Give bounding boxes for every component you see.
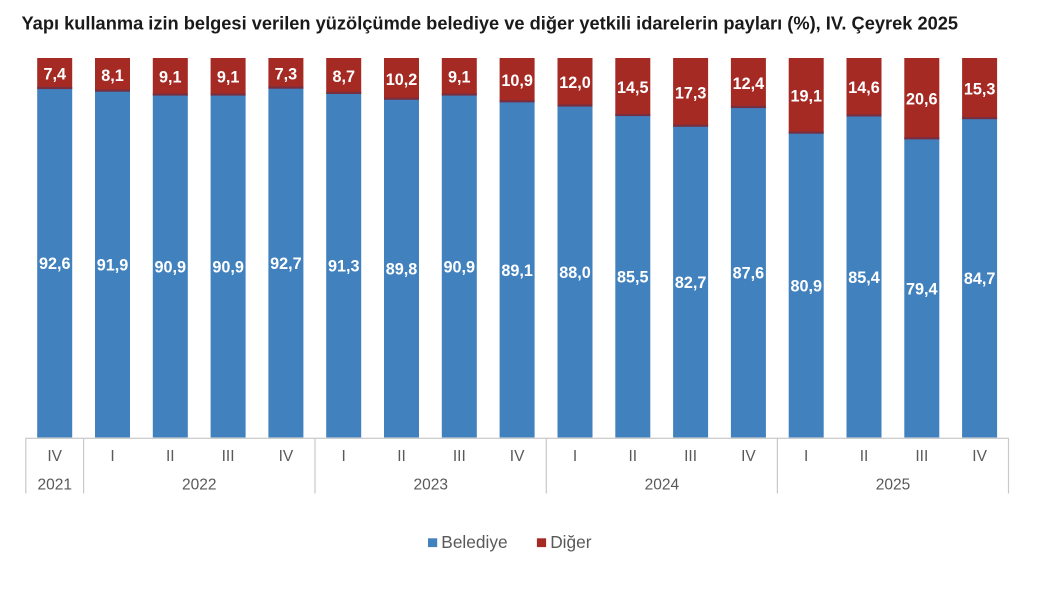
svg-text:III: III <box>453 448 466 465</box>
svg-text:III: III <box>684 448 697 465</box>
svg-text:IV: IV <box>741 448 756 465</box>
svg-text:8,1: 8,1 <box>101 67 124 85</box>
svg-text:III: III <box>222 448 235 465</box>
svg-text:90,9: 90,9 <box>155 258 187 276</box>
svg-text:9,1: 9,1 <box>448 69 471 87</box>
svg-text:2025: 2025 <box>876 477 910 494</box>
svg-text:12,0: 12,0 <box>559 74 591 92</box>
svg-text:88,0: 88,0 <box>559 264 591 282</box>
svg-text:90,9: 90,9 <box>444 258 476 276</box>
svg-text:II: II <box>166 448 175 465</box>
svg-text:91,3: 91,3 <box>328 258 360 276</box>
svg-text:17,3: 17,3 <box>675 84 707 102</box>
svg-text:2022: 2022 <box>182 477 216 494</box>
svg-text:9,1: 9,1 <box>159 69 182 87</box>
svg-text:79,4: 79,4 <box>906 280 938 298</box>
svg-text:IV: IV <box>972 448 987 465</box>
svg-text:2023: 2023 <box>413 477 447 494</box>
svg-text:84,7: 84,7 <box>964 270 996 288</box>
svg-text:87,6: 87,6 <box>733 265 765 283</box>
svg-text:I: I <box>342 448 346 465</box>
svg-text:10,9: 10,9 <box>501 72 533 90</box>
svg-text:85,4: 85,4 <box>848 269 880 287</box>
svg-text:7,3: 7,3 <box>275 65 298 83</box>
svg-text:Belediye: Belediye <box>441 532 507 552</box>
svg-text:92,6: 92,6 <box>39 255 71 273</box>
svg-text:15,3: 15,3 <box>964 81 996 99</box>
svg-text:92,7: 92,7 <box>270 255 302 273</box>
svg-text:89,1: 89,1 <box>501 262 533 280</box>
svg-text:82,7: 82,7 <box>675 274 707 292</box>
svg-text:Yapı kullanma izin belgesi ver: Yapı kullanma izin belgesi verilen yüzöl… <box>22 13 959 34</box>
svg-text:14,6: 14,6 <box>848 79 880 97</box>
svg-text:20,6: 20,6 <box>906 91 938 109</box>
svg-text:I: I <box>573 448 577 465</box>
svg-text:II: II <box>397 448 406 465</box>
svg-text:10,2: 10,2 <box>386 71 418 89</box>
svg-text:12,4: 12,4 <box>733 75 765 93</box>
svg-text:II: II <box>860 448 869 465</box>
svg-text:IV: IV <box>510 448 525 465</box>
svg-text:85,5: 85,5 <box>617 269 649 287</box>
svg-text:I: I <box>110 448 114 465</box>
svg-text:8,7: 8,7 <box>332 68 355 86</box>
svg-text:80,9: 80,9 <box>790 278 822 296</box>
svg-text:91,9: 91,9 <box>97 257 129 275</box>
svg-text:9,1: 9,1 <box>217 69 240 87</box>
svg-text:Diğer: Diğer <box>550 532 592 552</box>
svg-text:III: III <box>915 448 928 465</box>
svg-text:2021: 2021 <box>37 477 71 494</box>
svg-text:IV: IV <box>279 448 294 465</box>
svg-text:19,1: 19,1 <box>790 88 822 106</box>
svg-text:89,8: 89,8 <box>386 261 418 279</box>
svg-text:2024: 2024 <box>645 477 680 494</box>
svg-text:7,4: 7,4 <box>43 65 66 83</box>
svg-text:II: II <box>628 448 637 465</box>
svg-text:90,9: 90,9 <box>212 258 244 276</box>
svg-text:IV: IV <box>47 448 62 465</box>
svg-text:14,5: 14,5 <box>617 79 649 97</box>
svg-text:I: I <box>804 448 808 465</box>
